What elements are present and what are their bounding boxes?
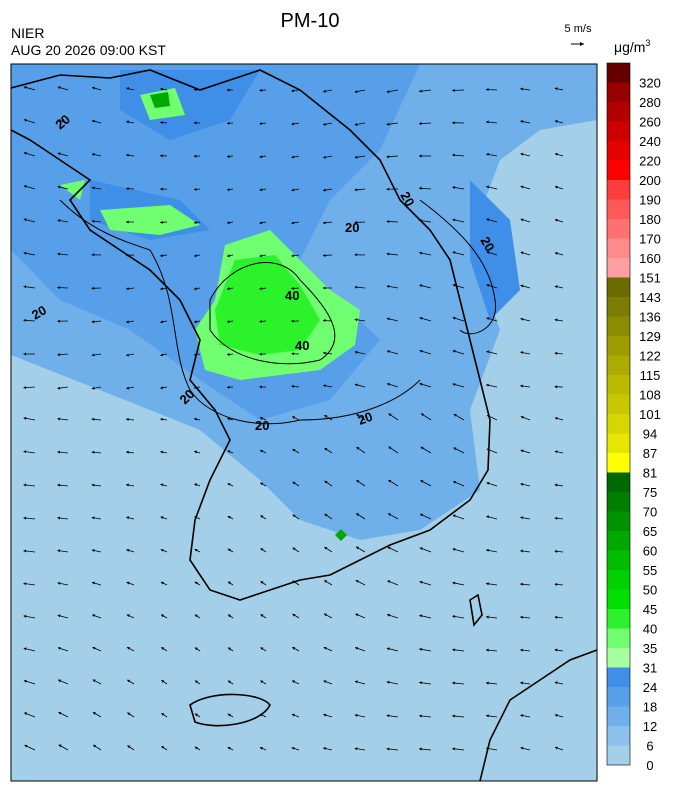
wind-scale-head xyxy=(580,42,584,46)
colorbar-label: 200 xyxy=(639,173,661,188)
colorbar-box xyxy=(607,336,630,356)
colorbar-label: 75 xyxy=(643,485,657,500)
colorbar-label: 190 xyxy=(639,193,661,208)
colorbar-label: 45 xyxy=(643,602,657,617)
colorbar-box xyxy=(607,707,630,727)
wind-scale: 5 m/s xyxy=(565,23,592,35)
colorbar-label: 170 xyxy=(639,232,661,247)
colorbar-label: 0 xyxy=(646,758,653,773)
colorbar: 0 6 12 18 24 31 35 40 45 50 55 60 65 70 75 81 87 94 101 108… xyxy=(607,63,661,773)
unit: μg/m3 xyxy=(614,38,650,55)
contour-label: 40 xyxy=(285,288,299,303)
colorbar-label: 101 xyxy=(639,407,661,422)
colorbar-box xyxy=(607,395,630,415)
colorbar-box xyxy=(607,473,630,493)
colorbar-box xyxy=(607,414,630,434)
colorbar-box xyxy=(607,590,630,610)
colorbar-box xyxy=(607,434,630,454)
colorbar-label: 55 xyxy=(643,563,657,578)
colorbar-label: 180 xyxy=(639,212,661,227)
colorbar-box xyxy=(607,161,630,181)
contour-label: 40 xyxy=(295,338,309,353)
colorbar-label: 18 xyxy=(643,700,657,715)
colorbar-box xyxy=(607,551,630,571)
colorbar-box xyxy=(607,356,630,376)
colorbar-label: 35 xyxy=(643,641,657,656)
colorbar-box xyxy=(607,687,630,707)
colorbar-box xyxy=(607,492,630,512)
colorbar-box xyxy=(607,629,630,649)
colorbar-label: 260 xyxy=(639,115,661,130)
colorbar-label: 24 xyxy=(643,680,657,695)
colorbar-box xyxy=(607,63,630,83)
colorbar-box xyxy=(607,83,630,103)
colorbar-label: 87 xyxy=(643,446,657,461)
colorbar-box xyxy=(607,141,630,161)
colorbar-label: 122 xyxy=(639,349,661,364)
title: PM-10 xyxy=(281,10,340,32)
colorbar-box xyxy=(607,122,630,142)
colorbar-label: 60 xyxy=(643,544,657,559)
colorbar-label: 6 xyxy=(646,739,653,754)
colorbar-box xyxy=(607,609,630,629)
map: 20 20 20 20 20 20 20 40 40 20 xyxy=(11,64,597,781)
datetime: AUG 20 2026 09:00 KST xyxy=(11,42,166,58)
contour-label: 20 xyxy=(345,220,359,235)
colorbar-label: 50 xyxy=(643,583,657,598)
colorbar-box xyxy=(607,239,630,259)
colorbar-box xyxy=(607,258,630,278)
colorbar-label: 81 xyxy=(643,466,657,481)
colorbar-box xyxy=(607,531,630,551)
colorbar-box xyxy=(607,512,630,532)
colorbar-label: 94 xyxy=(643,427,657,442)
colorbar-label: 70 xyxy=(643,505,657,520)
colorbar-label: 65 xyxy=(643,524,657,539)
colorbar-box xyxy=(607,375,630,395)
colorbar-box xyxy=(607,278,630,298)
colorbar-box xyxy=(607,453,630,473)
contour-label: 20 xyxy=(255,418,269,433)
colorbar-box xyxy=(607,297,630,317)
agency: NIER xyxy=(11,25,44,41)
colorbar-label: 129 xyxy=(639,329,661,344)
colorbar-box xyxy=(607,570,630,590)
colorbar-box xyxy=(607,200,630,220)
colorbar-label: 240 xyxy=(639,134,661,149)
colorbar-box xyxy=(607,726,630,746)
colorbar-label: 40 xyxy=(643,622,657,637)
colorbar-label: 143 xyxy=(639,290,661,305)
colorbar-label: 160 xyxy=(639,251,661,266)
colorbar-box xyxy=(607,219,630,239)
colorbar-box xyxy=(607,180,630,200)
colorbar-label: 115 xyxy=(640,368,661,383)
colorbar-label: 151 xyxy=(639,271,661,286)
colorbar-label: 136 xyxy=(639,310,661,325)
colorbar-box xyxy=(607,668,630,688)
colorbar-label: 31 xyxy=(643,661,657,676)
colorbar-label: 280 xyxy=(639,95,661,110)
colorbar-box xyxy=(607,648,630,668)
colorbar-box xyxy=(607,317,630,337)
colorbar-label: 12 xyxy=(643,719,657,734)
colorbar-box xyxy=(607,102,630,122)
colorbar-box xyxy=(607,746,630,766)
colorbar-label: 220 xyxy=(639,154,661,169)
colorbar-label: 320 xyxy=(639,76,661,91)
colorbar-label: 108 xyxy=(639,388,661,403)
